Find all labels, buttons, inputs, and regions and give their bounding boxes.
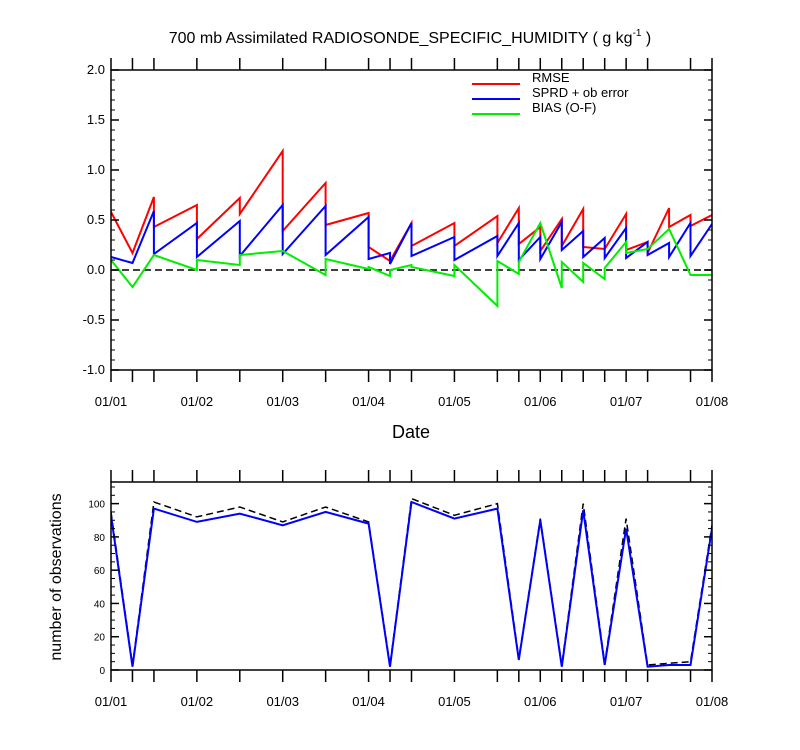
y-tick-label: 0.0 [87,262,105,277]
x-tick-label: 01/06 [524,694,557,709]
x-tick-label: 01/01 [95,394,128,409]
x-tick-label: 01/02 [181,694,214,709]
x-tick-label: 01/02 [181,394,214,409]
bottom-series-lines [111,497,712,668]
x-tick-label: 01/05 [438,694,471,709]
series-line-bias-o-f [111,220,712,309]
legend-label-1: SPRD + ob error [532,85,629,100]
y-tick-label: 1.5 [87,112,105,127]
y-tick-label: 2.0 [87,62,105,77]
x-axis-title: Date [392,422,430,442]
x-tick-label: 01/07 [610,394,643,409]
y-tick-label: -1.0 [83,362,105,377]
y-tick-label: 40 [94,599,106,610]
y-tick-label: -0.5 [83,312,105,327]
series-line-rmse [111,147,712,263]
y-tick-label: 0.5 [87,212,105,227]
y-tick-label: 0 [99,666,105,677]
x-tick-label: 01/08 [696,394,729,409]
legend-label-2: BIAS (O-F) [532,100,596,115]
x-tick-label: 01/03 [266,694,299,709]
x-tick-label: 01/07 [610,694,643,709]
top-series-lines [111,147,712,309]
top-axis-ticks: -1.0 -0.5 0.0 0.5 1.0 1.5 2.0 01/01 01/02 01/03 01… [83,58,729,409]
x-tick-label: 01/05 [438,394,471,409]
y-tick-label: 60 [94,566,106,577]
chart-title: 700 mb Assimilated RADIOSONDE_SPECIFIC_H… [169,28,652,47]
x-tick-label: 01/01 [95,694,128,709]
x-tick-label: 01/04 [352,694,385,709]
series-line-used [111,500,712,668]
y-tick-label: 100 [88,500,105,511]
x-tick-label: 01/04 [352,394,385,409]
x-tick-label: 01/03 [266,394,299,409]
y-tick-label: 20 [94,633,106,644]
x-tick-label: 01/08 [696,694,729,709]
y-tick-label: 80 [94,533,106,544]
x-tick-label: 01/06 [524,394,557,409]
y-axis-title-observations: number of observations [48,493,65,660]
legend-label-0: RMSE [532,70,570,85]
bottom-axis-ticks: 0 20 40 60 80 100 01/01 01/02 01/03 01/04 01/05 01/… [88,470,728,709]
y-tick-label: 1.0 [87,162,105,177]
